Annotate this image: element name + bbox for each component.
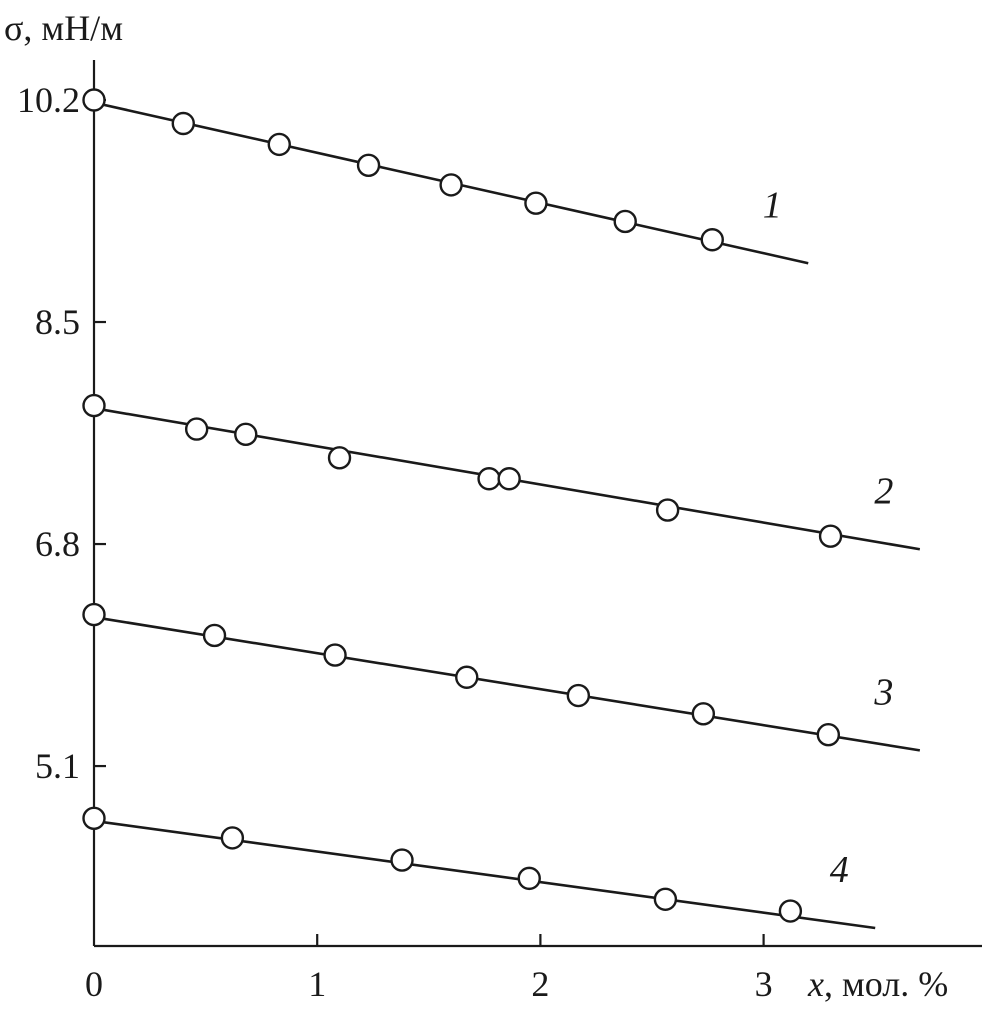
series-2-point: [497, 467, 521, 491]
series-2-point: [184, 417, 209, 441]
series-1-point: [267, 132, 291, 157]
series-1-point: [700, 228, 724, 252]
y-tick-label: 5.1: [35, 746, 80, 786]
series-3-point: [816, 723, 841, 747]
series-3-label: 3: [873, 671, 893, 713]
series-4-point: [220, 826, 245, 850]
x-tick-label: 0: [85, 964, 103, 1004]
series-2-point: [82, 393, 106, 418]
series-1-point: [356, 153, 381, 178]
series-2-label: 2: [874, 470, 893, 512]
series-2-point: [655, 498, 680, 522]
y-tick-label: 8.5: [35, 302, 80, 342]
series-1-point: [439, 173, 463, 197]
series-3-fit-line: [93, 615, 921, 752]
series-2-point: [818, 524, 843, 548]
series-1-point: [171, 111, 195, 136]
tick-group: 0 1 2 3 10.2 8.5 6.8 5.1: [17, 80, 773, 1004]
x-axis-label: x, мол. %: [807, 964, 948, 1004]
series-4-label: 4: [830, 849, 849, 891]
y-tick-label: 6.8: [35, 524, 80, 564]
series-3-point: [323, 643, 347, 667]
series-1-label: 1: [763, 184, 782, 226]
series-4-point: [390, 848, 414, 872]
x-tick-label: 1: [308, 964, 326, 1004]
series-1-point: [613, 209, 637, 234]
series-3-point: [82, 602, 106, 627]
series-3-point: [455, 665, 479, 689]
x-tick-label: 2: [531, 964, 549, 1004]
series-1-point: [82, 88, 106, 112]
series-4-fit-line: [93, 819, 876, 930]
series-2-point: [477, 467, 501, 491]
series-3-point: [691, 702, 716, 726]
y-tick-label: 10.2: [17, 80, 80, 120]
chart-texts: σ, мН/м x, мол. %: [4, 8, 948, 1004]
x-tick-label: 3: [755, 964, 773, 1004]
series-2-point: [327, 446, 352, 470]
axes: [92, 60, 982, 948]
series-1-point: [524, 191, 548, 215]
series-labels: 1 2 3 4: [763, 184, 894, 891]
data-points: [82, 88, 843, 923]
series-2-point: [234, 422, 258, 447]
y-axis-label: σ, мН/м: [4, 8, 123, 48]
fit-lines: [93, 101, 921, 930]
series-4-point: [778, 899, 803, 923]
series-4-point: [653, 887, 678, 911]
series-3-point: [566, 683, 591, 708]
series-4-point: [82, 806, 106, 830]
series-4-point: [517, 866, 541, 891]
series-3-point: [202, 623, 227, 648]
